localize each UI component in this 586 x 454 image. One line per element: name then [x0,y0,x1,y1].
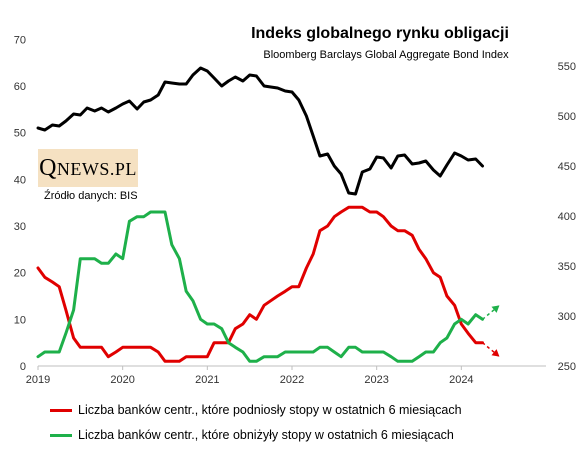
y-left-tick-label: 50 [14,128,26,140]
y-right-tick-label: 250 [558,361,576,373]
x-tick-label: 2024 [449,374,473,386]
trend-arrow-head [491,349,500,357]
rate-cuts-line [36,210,484,363]
logo-q: Q [39,154,57,181]
qnews-logo: QNEWS.PL [38,149,138,187]
series-lines [36,66,484,363]
legend-label-green: Liczba banków centr., które obniżyły sto… [78,428,454,442]
y-left-tick-label: 0 [20,361,26,373]
y-left-tick-label: 30 [14,221,26,233]
x-tick-label: 2023 [364,374,388,386]
bond-index-line [36,66,484,196]
y-left-tick-label: 70 [14,34,26,46]
y-right-tick-label: 350 [558,261,576,273]
y-left-tick-label: 60 [14,81,26,93]
trend-arrow-head [491,305,500,313]
chart-title: Indeks globalnego rynku obligacji [251,25,509,42]
y-left-tick-label: 10 [14,314,26,326]
y-right-tick-label: 450 [558,161,576,173]
chart-subtitle: Bloomberg Barclays Global Aggregate Bond… [263,49,509,61]
y-right-tick-label: 400 [558,211,576,223]
y-left-tick-label: 40 [14,174,26,186]
y-right-tick-label: 500 [558,111,576,123]
y-right-tick-label: 300 [558,311,576,323]
legend-item-green: Liczba banków centr., które obniżyły sto… [50,428,454,442]
logo-rest: NEWS.PL [56,158,137,179]
y-right-tick-label: 550 [558,61,576,73]
x-tick-label: 2020 [110,374,134,386]
x-tick-label: 2019 [26,374,50,386]
x-tick-label: 2022 [280,374,304,386]
legend-item-red: Liczba banków centr., które podniosły st… [50,403,462,417]
rate-hikes-line [36,205,484,363]
x-tick-label: 2021 [195,374,219,386]
axes: 2019 2020 2021 2022 2023 2024 0 10 20 30 40 50 60 70 2… [14,34,576,386]
red-trend-arrow [482,342,500,358]
green-trend-arrow [482,304,500,320]
legend-swatch-green [50,433,72,437]
legend-swatch-red [50,408,72,412]
trend-arrows [482,304,500,358]
source-note: Źródło danych: BIS [44,190,138,202]
y-left-tick-label: 20 [14,268,26,280]
legend-label-red: Liczba banków centr., które podniosły st… [78,403,462,417]
